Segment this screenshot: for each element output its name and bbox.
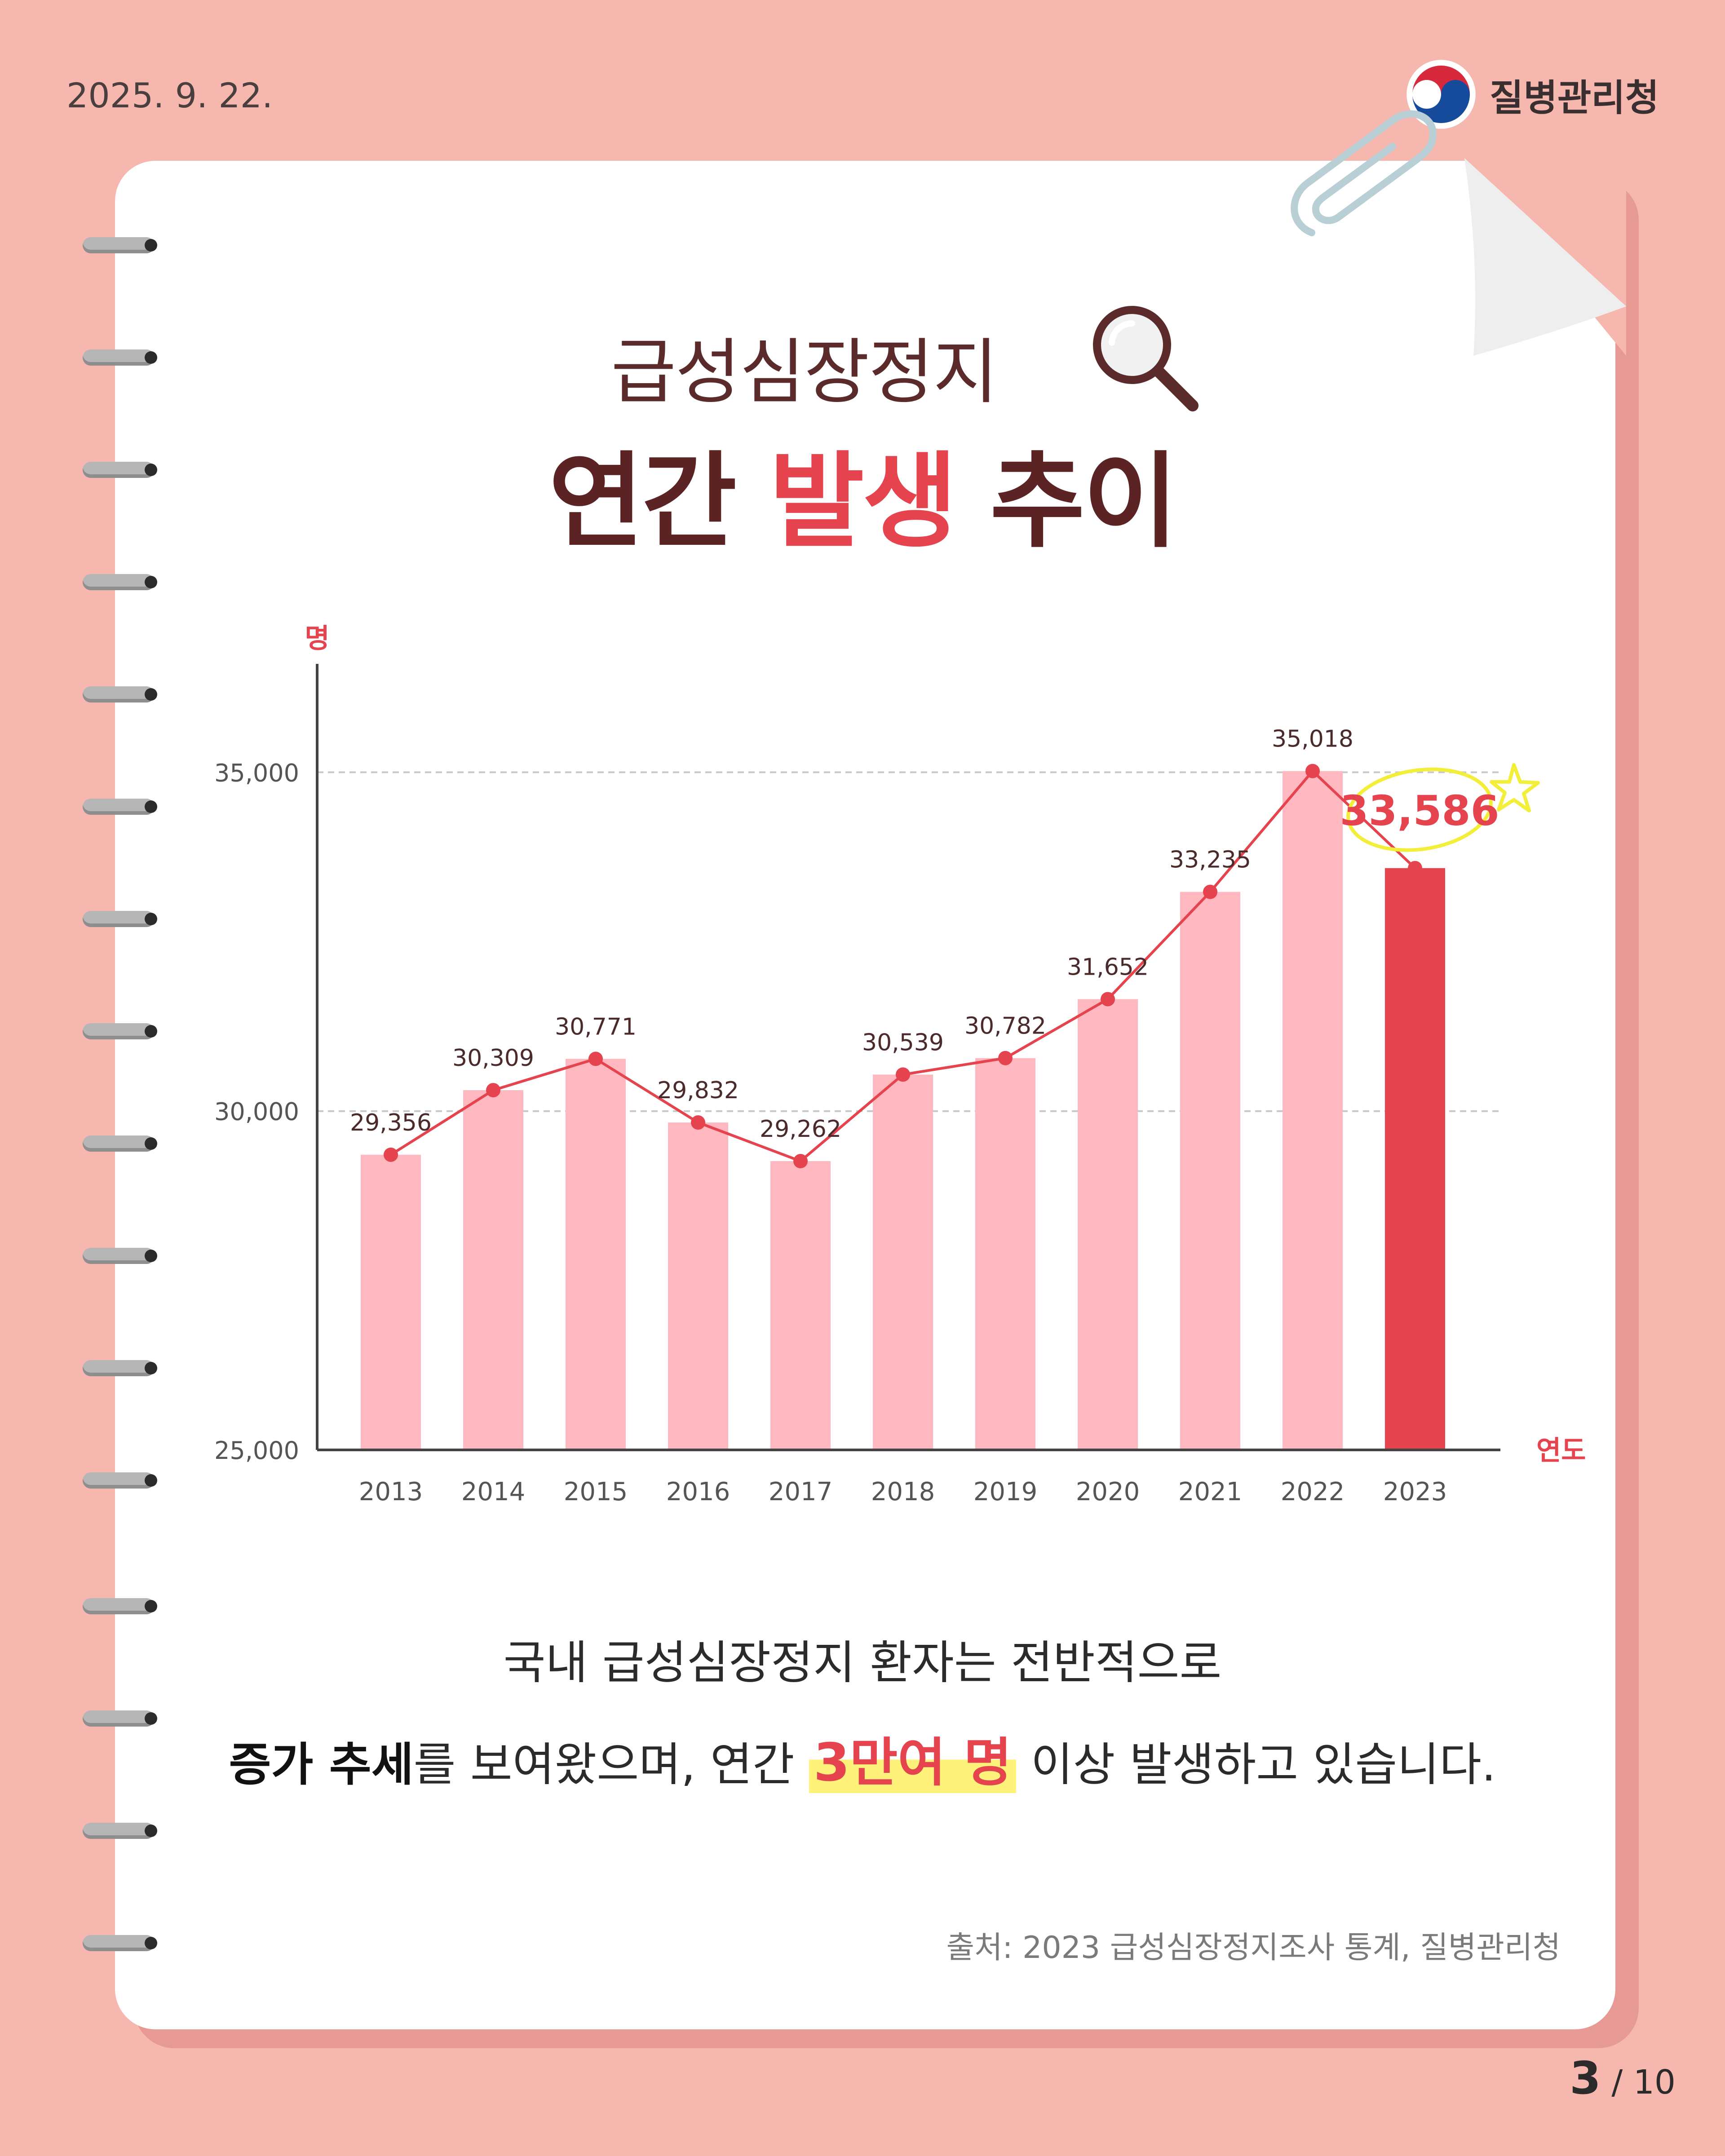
bar-2017 bbox=[770, 1161, 831, 1450]
data-label-2020: 31,652 bbox=[1067, 954, 1149, 981]
description-end: 이상 발생하고 있습니다. bbox=[1016, 1738, 1496, 1792]
binder-ring bbox=[83, 799, 157, 815]
x-tick-label: 2023 bbox=[1383, 1477, 1447, 1507]
date: 2025. 9. 22. bbox=[66, 75, 273, 115]
point-2017 bbox=[793, 1154, 808, 1169]
binder-ring bbox=[83, 1710, 157, 1727]
point-2016 bbox=[691, 1115, 705, 1130]
star-icon bbox=[1490, 763, 1540, 813]
data-label-2019: 30,782 bbox=[964, 1013, 1046, 1040]
y-axis-label: 명 bbox=[305, 623, 329, 654]
y-tick-label: 25,000 bbox=[214, 1436, 299, 1465]
point-2019 bbox=[998, 1051, 1013, 1065]
data-label-2022: 35,018 bbox=[1272, 726, 1353, 753]
chart-axes bbox=[316, 664, 1500, 1451]
point-2015 bbox=[588, 1051, 603, 1066]
title-line2: 연간 발생 추이 bbox=[0, 418, 1725, 567]
bar-2015 bbox=[566, 1059, 626, 1450]
x-tick-label: 2020 bbox=[1076, 1477, 1140, 1507]
chart-bars bbox=[361, 771, 1445, 1450]
data-label-2017: 29,262 bbox=[760, 1116, 841, 1143]
data-label-2018: 30,539 bbox=[862, 1029, 944, 1056]
point-2022 bbox=[1305, 764, 1320, 778]
binder-ring bbox=[83, 1598, 157, 1614]
binder-ring bbox=[83, 911, 157, 927]
bar-2019 bbox=[975, 1058, 1035, 1450]
data-label-2013: 29,356 bbox=[350, 1109, 432, 1136]
paperclip-icon bbox=[1291, 110, 1437, 236]
source-note: 출처: 2023 급성심장정지조사 통계, 질병관리청 bbox=[946, 1930, 1561, 1966]
page-current: 3 bbox=[1570, 2052, 1601, 2104]
point-2023 bbox=[1408, 861, 1422, 875]
description-highlight: 3만여 명 bbox=[809, 1732, 1017, 1793]
taegeuk-logo-icon bbox=[1407, 60, 1476, 129]
binder-ring bbox=[83, 1360, 157, 1376]
binder-ring bbox=[83, 1023, 157, 1039]
title-line1-text: 급성심장정지 bbox=[610, 331, 998, 414]
x-tick-label: 2019 bbox=[973, 1477, 1038, 1507]
bar-2023 bbox=[1385, 868, 1445, 1450]
description-bold: 증가 추세 bbox=[229, 1738, 414, 1792]
y-tick-label: 30,000 bbox=[214, 1098, 299, 1126]
binder-ring bbox=[83, 1472, 157, 1489]
bar-2013 bbox=[361, 1154, 421, 1450]
description-line2: 증가 추세를 보여왔으며, 연간 3만여 명 이상 발생하고 있습니다. bbox=[0, 1720, 1725, 1796]
bar-2020 bbox=[1078, 999, 1138, 1450]
point-2014 bbox=[486, 1083, 500, 1098]
magnifier-icon bbox=[1093, 306, 1199, 411]
x-tick-label: 2022 bbox=[1281, 1477, 1345, 1507]
binder-ring bbox=[83, 1935, 157, 1951]
point-2018 bbox=[896, 1067, 910, 1082]
chart-line bbox=[384, 764, 1422, 1169]
data-label-2021: 33,235 bbox=[1169, 847, 1251, 874]
page-total: 10 bbox=[1633, 2063, 1676, 2102]
bar-2018 bbox=[873, 1074, 933, 1450]
x-tick-label: 2015 bbox=[564, 1477, 628, 1507]
data-label-2015: 30,771 bbox=[555, 1013, 637, 1040]
bar-2016 bbox=[668, 1122, 728, 1450]
page-curl-corner bbox=[1464, 158, 1626, 356]
x-tick-label: 2013 bbox=[359, 1477, 423, 1507]
point-2020 bbox=[1101, 992, 1115, 1007]
x-tick-label: 2016 bbox=[666, 1477, 730, 1507]
title-word-trend: 추이 bbox=[990, 442, 1178, 562]
description-mid: 를 보여왔으며, 연간 bbox=[413, 1738, 809, 1792]
x-axis-label: 연도 bbox=[1536, 1435, 1586, 1467]
binder-ring bbox=[83, 1135, 157, 1152]
y-tick-label: 35,000 bbox=[214, 759, 299, 787]
binder-ring bbox=[83, 349, 157, 366]
binder-ring bbox=[83, 574, 157, 590]
page-separator: / bbox=[1601, 2063, 1633, 2102]
data-label-2023: 33,586 bbox=[1340, 787, 1499, 835]
pagination: 3 / 10 bbox=[1570, 2052, 1676, 2104]
binder-ring bbox=[83, 1248, 157, 1264]
bar-2014 bbox=[463, 1090, 523, 1450]
point-2013 bbox=[384, 1147, 398, 1162]
title-word-occurrence: 발생 bbox=[769, 442, 957, 562]
data-label-2014: 30,309 bbox=[452, 1045, 534, 1072]
binder-ring bbox=[83, 686, 157, 702]
highlight-ellipse bbox=[1346, 767, 1493, 852]
title-word-annual: 연간 bbox=[548, 442, 737, 562]
x-tick-label: 2014 bbox=[461, 1477, 526, 1507]
data-label-2016: 29,832 bbox=[657, 1077, 739, 1104]
description-line1: 국내 급성심장정지 환자는 전반적으로 bbox=[503, 1636, 1222, 1690]
chart-labels: 25,000 30,000 35,000 29,356 2013 30,309 2014 30… bbox=[214, 623, 1586, 1507]
org-name: 질병관리청 bbox=[1490, 76, 1659, 119]
binder-ring bbox=[83, 237, 157, 253]
x-tick-label: 2018 bbox=[871, 1477, 935, 1507]
x-tick-label: 2021 bbox=[1178, 1477, 1243, 1507]
point-2021 bbox=[1203, 884, 1217, 899]
title-line1: 급성심장정지 bbox=[0, 314, 1725, 417]
notebook-card bbox=[115, 161, 1615, 2029]
bar-2022 bbox=[1283, 771, 1343, 1450]
bar-2021 bbox=[1180, 892, 1240, 1450]
binder-ring bbox=[83, 462, 157, 478]
binder-ring bbox=[83, 1823, 157, 1839]
x-tick-label: 2017 bbox=[769, 1477, 833, 1507]
org-logo-block: 질병관리청 bbox=[1405, 58, 1659, 130]
